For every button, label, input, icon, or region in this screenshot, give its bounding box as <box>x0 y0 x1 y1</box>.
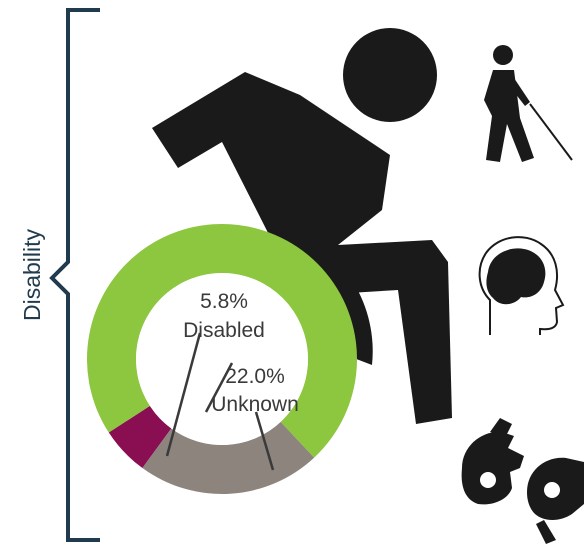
donut-hole <box>136 273 308 445</box>
label-disabled-name: Disabled <box>183 319 265 342</box>
brace-bracket <box>49 8 100 542</box>
brain-head-icon <box>478 236 565 335</box>
donut-slice-remainder <box>87 224 357 458</box>
group-label: Disability <box>19 228 45 321</box>
sign-language-hands-icon <box>461 418 584 544</box>
blind-cane-icon <box>484 45 573 162</box>
donut-ring <box>87 224 357 494</box>
leader-unknown <box>204 362 275 471</box>
label-disabled-value: 5.8% <box>200 290 248 313</box>
donut-slice-unknown <box>142 421 315 494</box>
leader-disabled <box>165 332 202 457</box>
label-unknown-value: 22.0% <box>225 365 285 388</box>
label-unknown-name: Unknown <box>211 393 299 416</box>
donut-slice-disabled <box>108 405 172 469</box>
